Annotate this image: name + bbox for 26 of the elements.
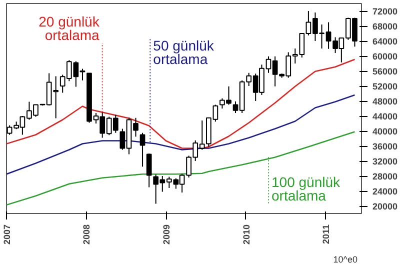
y-tick-label: 52000: [372, 82, 398, 92]
x-tick-label: 2008: [82, 224, 92, 245]
annotation: 50 günlük ortalama: [153, 37, 215, 67]
y-tick-label: 64000: [372, 36, 398, 46]
x-tick-label: 2007: [2, 224, 12, 245]
annotation: 20 günlük ortalama: [38, 13, 100, 43]
y-tick-label: 20000: [372, 202, 398, 212]
y-tick-label: 72000: [372, 6, 398, 16]
x-tick-label: 2011: [320, 224, 331, 244]
y-tick-label: 28000: [372, 172, 398, 182]
candlestick: [146, 153, 152, 188]
y-tick-label: 48000: [372, 96, 398, 106]
x-tick-label: 2010: [241, 224, 252, 245]
y-tick-label: 60000: [372, 52, 398, 62]
y-tick-label: 56000: [372, 66, 398, 76]
x-tick-label: 2009: [162, 224, 172, 245]
y-tick-label: 40000: [372, 126, 398, 136]
y-tick-label: 44000: [372, 112, 398, 122]
y-tick-label: 32000: [372, 156, 398, 166]
text: 10^e0: [333, 254, 358, 264]
line-series: [6, 131, 356, 206]
y-tick-label: 36000: [372, 142, 398, 152]
y-tick-label: 24000: [372, 186, 398, 196]
annotation: 100 günlük ortalama: [271, 174, 341, 204]
candlestick: [140, 132, 146, 168]
y-tick-label: 68000: [372, 22, 398, 32]
